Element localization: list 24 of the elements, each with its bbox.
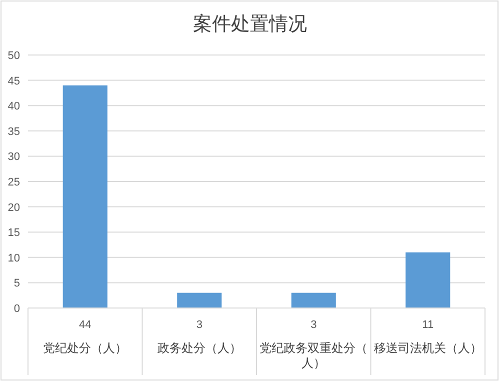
y-tick-label: 25: [8, 176, 20, 188]
x-tick-label: 移送司法机关（人）: [374, 341, 482, 355]
y-tick-label: 5: [14, 278, 20, 290]
x-tick-label: 党纪政务双重处分（人）: [260, 341, 368, 370]
y-tick-label: 0: [14, 303, 20, 315]
data-label: 3: [310, 319, 317, 331]
y-tick-label: 45: [8, 75, 20, 88]
y-tick-label: 35: [8, 126, 20, 138]
y-tick-label: 20: [8, 202, 20, 214]
y-tick-label: 10: [8, 252, 20, 264]
data-label: 44: [79, 319, 92, 331]
y-tick-label: 40: [8, 100, 20, 113]
bar: [291, 292, 336, 308]
y-tick-label: 50: [8, 50, 20, 62]
data-label: 3: [196, 319, 202, 331]
bar: [406, 252, 450, 308]
x-tick-label: 政务处分（人）: [157, 341, 242, 355]
bar: [177, 292, 222, 308]
data-label: 11: [422, 319, 434, 331]
y-tick-label: 15: [8, 227, 20, 240]
chart-title: 案件处置情况: [193, 13, 307, 35]
bar: [62, 85, 108, 308]
x-tick-label: 党纪处分（人）: [43, 341, 128, 355]
y-tick-label: 30: [8, 151, 20, 164]
